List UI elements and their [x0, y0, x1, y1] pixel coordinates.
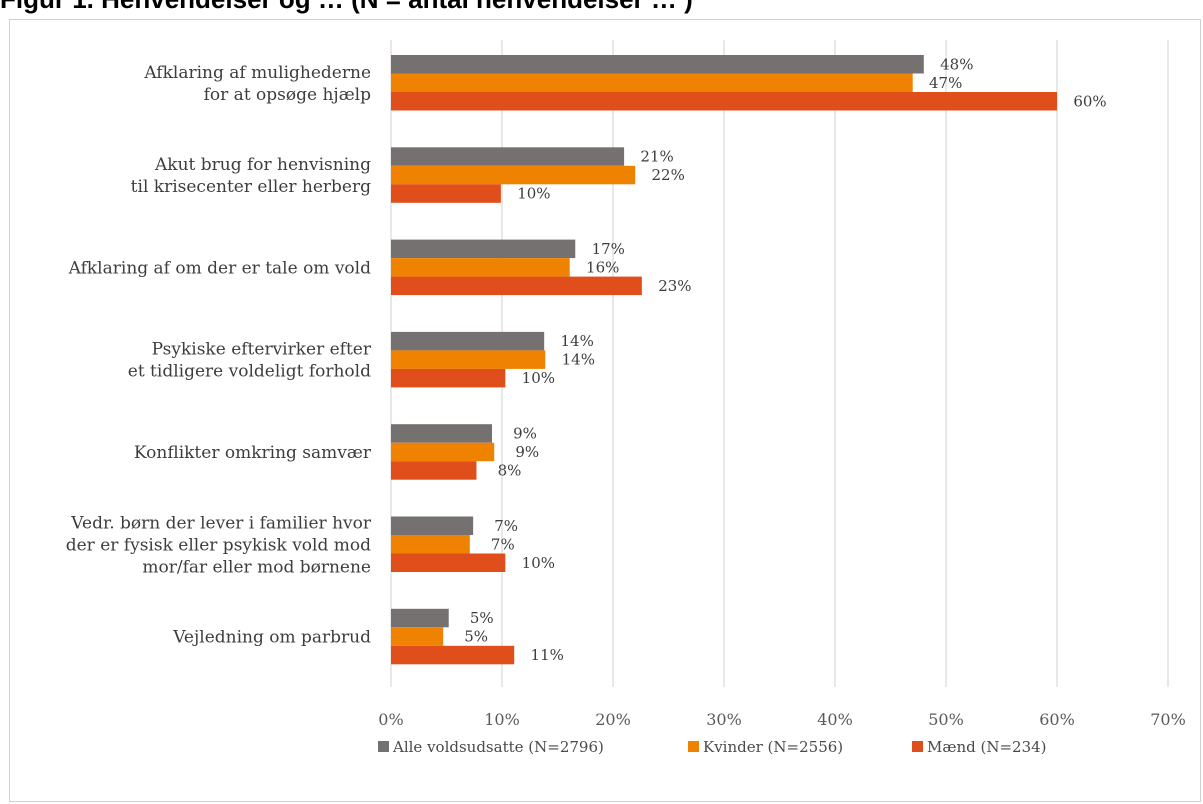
data-label: 10%	[517, 185, 550, 203]
legend-label: Kvinder (N=2556)	[703, 738, 843, 756]
legend-swatch	[378, 741, 389, 752]
bar	[391, 442, 495, 462]
x-tick-label: 10%	[484, 710, 520, 729]
data-label: 10%	[522, 369, 555, 387]
bar	[391, 553, 506, 572]
category-label: Afklaring af mulighederne	[143, 63, 371, 83]
bar	[391, 73, 913, 92]
data-label: 5%	[464, 628, 488, 646]
data-label: 48%	[940, 55, 973, 73]
category-label: Afklaring af om der er tale om vold	[68, 258, 371, 278]
bar	[391, 368, 506, 388]
bars	[391, 55, 1057, 665]
data-label: 10%	[522, 554, 555, 572]
legend-label: Mænd (N=234)	[927, 738, 1047, 756]
data-label: 22%	[652, 166, 685, 184]
data-label: 14%	[561, 332, 594, 350]
category-label: til krisecenter eller herberg	[131, 177, 371, 197]
category-label: der er fysisk eller psykisk vold mod	[66, 535, 371, 555]
legend-swatch	[688, 741, 699, 752]
data-label: 16%	[586, 258, 619, 276]
category-label: et tidligere voldeligt forhold	[128, 362, 371, 382]
category-label: for at opsøge hjælp	[204, 85, 371, 105]
bar-chart: 48%47% 60% 21%22% 10% 17%16% 23% 14%14% 10% 9%9%…	[66, 40, 1186, 756]
x-tick-label: 30%	[706, 710, 742, 729]
data-label: 23%	[658, 277, 691, 295]
data-labels: 48%47% 60% 21%22% 10% 17%16% 23% 14%14% 10% 9%9%…	[464, 55, 1106, 664]
bar	[391, 165, 636, 185]
data-label: 7%	[494, 517, 518, 535]
category-label: mor/far eller mod børnene	[142, 557, 371, 577]
data-label: 9%	[515, 443, 539, 461]
category-label: Vejledning om parbrud	[172, 628, 371, 648]
data-label: 14%	[562, 351, 595, 369]
data-label: 17%	[592, 240, 625, 258]
x-tick-label: 60%	[1039, 710, 1075, 729]
data-label: 21%	[640, 148, 673, 166]
bar	[391, 55, 924, 74]
data-label: 8%	[498, 461, 522, 479]
data-label: 9%	[513, 424, 537, 442]
category-label: Akut brug for henvisning	[154, 155, 371, 175]
x-tick-label: 0%	[378, 710, 403, 729]
bar	[391, 239, 576, 259]
data-label: 47%	[929, 74, 962, 92]
x-tick-label: 20%	[595, 710, 631, 729]
x-tick-label: 40%	[817, 710, 853, 729]
data-label: 5%	[470, 609, 494, 627]
bar	[391, 350, 546, 369]
x-axis-ticks: 0% 10% 20% 30% 40% 50% 60% 70%	[378, 710, 1185, 729]
bar	[391, 331, 545, 351]
x-tick-label: 70%	[1150, 710, 1186, 729]
data-label: 7%	[491, 535, 515, 553]
bar	[391, 645, 515, 665]
legend: Alle voldsudsatte (N=2796) Kvinder (N=255…	[378, 738, 1047, 756]
legend-swatch	[912, 741, 923, 752]
page-title: Figur 1. Henvendelser og … (N = antal he…	[0, 0, 693, 19]
category-label: Psykiske eftervirker efter	[152, 340, 372, 360]
bar	[391, 147, 625, 166]
bar	[391, 608, 449, 628]
bar	[391, 627, 444, 646]
data-label: 60%	[1073, 92, 1106, 110]
bar	[391, 535, 470, 554]
data-label: 11%	[531, 646, 564, 664]
bar	[391, 276, 642, 296]
chart-frame: 48% 47% 60% 21% 22% 10% 17% 16% 23% 14% 14% 10% 9% 9%…	[9, 19, 1201, 802]
legend-label: Alle voldsudsatte (N=2796)	[392, 738, 604, 756]
bar	[391, 184, 501, 203]
bar	[391, 258, 570, 277]
bar	[391, 92, 1057, 111]
category-label: Vedr. børn der lever i familier hvor	[70, 513, 372, 533]
bar	[391, 461, 477, 480]
category-label: Konflikter omkring samvær	[134, 443, 372, 463]
bar	[391, 424, 493, 443]
x-tick-label: 50%	[928, 710, 964, 729]
bar	[391, 516, 474, 535]
